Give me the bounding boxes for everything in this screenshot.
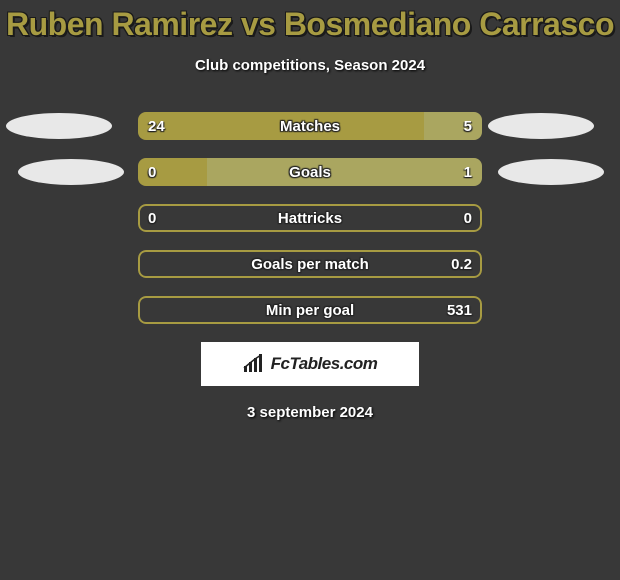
stat-row: Min per goal531 <box>0 296 620 324</box>
bar-track: Matches <box>138 112 482 140</box>
value-left: 24 <box>148 112 165 140</box>
bar-label: Hattricks <box>138 204 482 232</box>
badge-text: FcTables.com <box>271 354 378 374</box>
subtitle: Club competitions, Season 2024 <box>0 57 620 74</box>
player-ellipse <box>6 113 112 139</box>
value-right: 1 <box>464 158 472 186</box>
bar-chart-icon <box>243 354 265 374</box>
bar-track: Min per goal <box>138 296 482 324</box>
bar-label: Matches <box>138 112 482 140</box>
value-right: 0.2 <box>451 250 472 278</box>
bar-track: Goals per match <box>138 250 482 278</box>
stat-row: Goals per match0.2 <box>0 250 620 278</box>
value-right: 5 <box>464 112 472 140</box>
bar-label: Goals <box>138 158 482 186</box>
bar-track: Hattricks <box>138 204 482 232</box>
comparison-rows: Matches245Goals01Hattricks00Goals per ma… <box>0 112 620 324</box>
player-ellipse <box>488 113 594 139</box>
value-right: 0 <box>464 204 472 232</box>
page-title: Ruben Ramirez vs Bosmediano Carrasco <box>0 0 620 43</box>
bar-track: Goals <box>138 158 482 186</box>
bar-label: Goals per match <box>138 250 482 278</box>
stat-row: Hattricks0 0 <box>0 204 620 232</box>
date-text: 3 september 2024 <box>0 404 620 421</box>
value-left: 0 <box>148 158 156 186</box>
stat-row: Matches24 5 <box>0 112 620 140</box>
bar-label: Min per goal <box>138 296 482 324</box>
value-right: 531 <box>447 296 472 324</box>
value-left: 0 <box>148 204 156 232</box>
player-ellipse <box>18 159 124 185</box>
source-badge: FcTables.com <box>201 342 419 386</box>
stat-row: Goals0 1 <box>0 158 620 186</box>
player-ellipse <box>498 159 604 185</box>
